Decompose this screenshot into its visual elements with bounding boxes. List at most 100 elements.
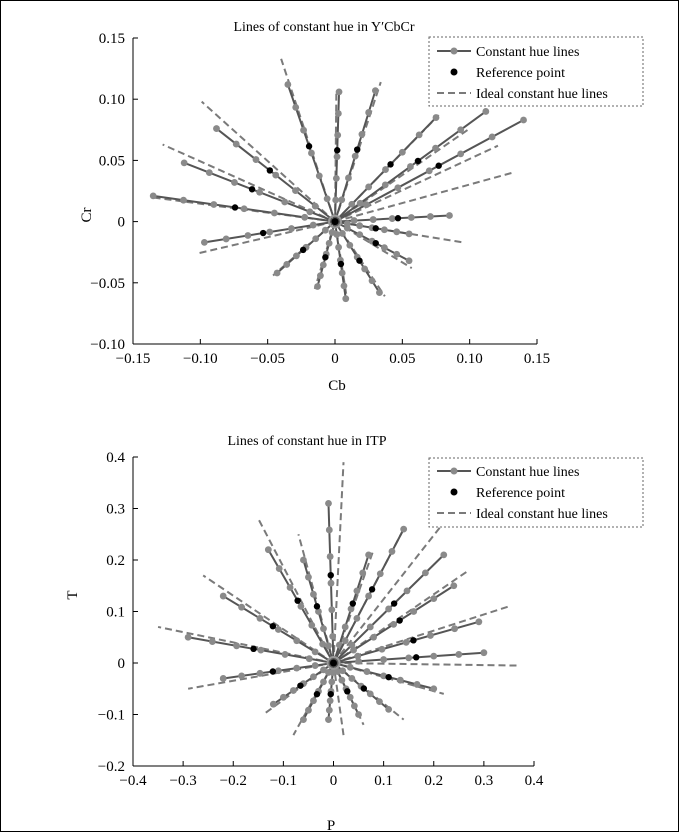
- hue-marker: [311, 662, 319, 669]
- y-tick-label: 0.3: [106, 502, 125, 518]
- hue-marker: [385, 705, 393, 713]
- hue-marker: [396, 676, 404, 684]
- hue-marker: [334, 131, 342, 139]
- hue-marker: [335, 243, 342, 251]
- hue-marker: [430, 595, 438, 603]
- x-tick-label: −0.10: [183, 351, 218, 367]
- hue-marker: [308, 621, 316, 629]
- x-tick-label: 0.05: [389, 351, 415, 367]
- hue-marker: [325, 716, 332, 724]
- hue-marker: [264, 546, 272, 554]
- ideal-hue-line: [332, 502, 460, 664]
- hue-marker: [348, 200, 356, 208]
- hue-marker: [347, 605, 355, 613]
- hue-marker: [320, 625, 327, 633]
- x-tick-label: 0.1: [374, 773, 393, 789]
- hue-marker: [393, 250, 401, 258]
- hue-marker: [394, 184, 402, 192]
- legend-box: [428, 36, 644, 107]
- chart-bottom-ylabel: T: [65, 590, 81, 599]
- hue-marker: [520, 116, 527, 124]
- reference-point: [269, 668, 277, 675]
- hue-marker: [480, 649, 488, 657]
- hue-marker: [343, 224, 351, 232]
- hue-marker: [184, 633, 192, 641]
- hue-marker: [210, 201, 218, 208]
- hue-marker: [388, 548, 396, 555]
- hue-marker: [446, 212, 453, 219]
- y-tick-label: −0.10: [90, 337, 125, 353]
- hue-marker: [353, 587, 361, 595]
- reference-point: [435, 162, 442, 169]
- y-tick-label: 0: [118, 215, 126, 231]
- hue-marker: [353, 614, 361, 622]
- hue-marker: [410, 608, 418, 615]
- hue-marker: [238, 603, 246, 611]
- hue-marker: [325, 499, 332, 507]
- hue-marker: [300, 556, 307, 564]
- legend-constant-label: Constant hue lines: [476, 45, 579, 60]
- hue-marker: [358, 130, 366, 138]
- x-tick-label: 0.3: [475, 773, 494, 789]
- hue-marker: [407, 163, 414, 170]
- reference-point: [327, 690, 334, 698]
- hue-marker: [205, 169, 213, 177]
- y-tick-label: 0.2: [106, 553, 125, 569]
- hue-marker: [425, 167, 433, 175]
- hue-marker: [450, 582, 458, 590]
- hue-marker: [339, 230, 346, 237]
- hue-marker: [455, 651, 463, 658]
- hue-marker: [332, 196, 340, 204]
- hue-marker: [348, 641, 356, 649]
- hue-marker: [272, 171, 280, 179]
- chart-top: Lines of constant hue in Y′CbCr Cb Cr −0…: [79, 20, 644, 394]
- hue-marker: [430, 685, 438, 693]
- hue-marker: [378, 645, 386, 653]
- reference-point: [269, 622, 277, 630]
- hue-marker: [380, 672, 388, 680]
- hue-marker: [359, 569, 367, 577]
- reference-point: [372, 239, 379, 247]
- hue-marker: [356, 231, 364, 239]
- ideal-hue-line: [333, 662, 519, 667]
- hue-marker: [305, 706, 312, 714]
- chart-bottom-title: Lines of constant hue in ITP: [227, 434, 386, 449]
- hue-marker: [365, 109, 373, 116]
- hue-marker: [283, 261, 291, 268]
- reference-point: [337, 260, 345, 268]
- hue-marker: [426, 213, 434, 220]
- hue-marker: [319, 640, 327, 648]
- hue-marker: [308, 149, 315, 157]
- legend-reference-marker: [450, 68, 458, 76]
- hue-marker: [327, 579, 335, 587]
- hue-marker: [292, 103, 300, 111]
- hue-marker: [366, 690, 374, 698]
- reference-point: [385, 673, 392, 681]
- ideal-hue-line: [201, 100, 336, 223]
- reference-point: [322, 254, 329, 261]
- hue-marker: [256, 669, 264, 677]
- hue-marker: [341, 637, 349, 645]
- legend-ideal-label: Ideal constant hue lines: [476, 507, 608, 522]
- hue-marker: [311, 648, 319, 656]
- hue-marker: [380, 244, 388, 252]
- hue-marker: [219, 675, 227, 682]
- hue-marker: [288, 225, 295, 232]
- hue-marker: [222, 235, 230, 243]
- hue-marker: [231, 179, 238, 186]
- ideal-hue-line: [257, 518, 335, 664]
- x-tick-label: −0.4: [119, 773, 147, 789]
- hue-marker: [405, 230, 413, 238]
- reference-point: [266, 167, 274, 174]
- hue-marker: [305, 573, 312, 581]
- reference-point: [390, 600, 398, 607]
- hue-marker: [370, 633, 377, 641]
- hue-marker: [320, 678, 327, 686]
- hue-marker: [338, 196, 346, 204]
- hue-marker: [440, 551, 448, 559]
- hue-marker: [385, 605, 393, 613]
- ideal-hue-line: [157, 625, 334, 664]
- hue-marker: [240, 205, 248, 213]
